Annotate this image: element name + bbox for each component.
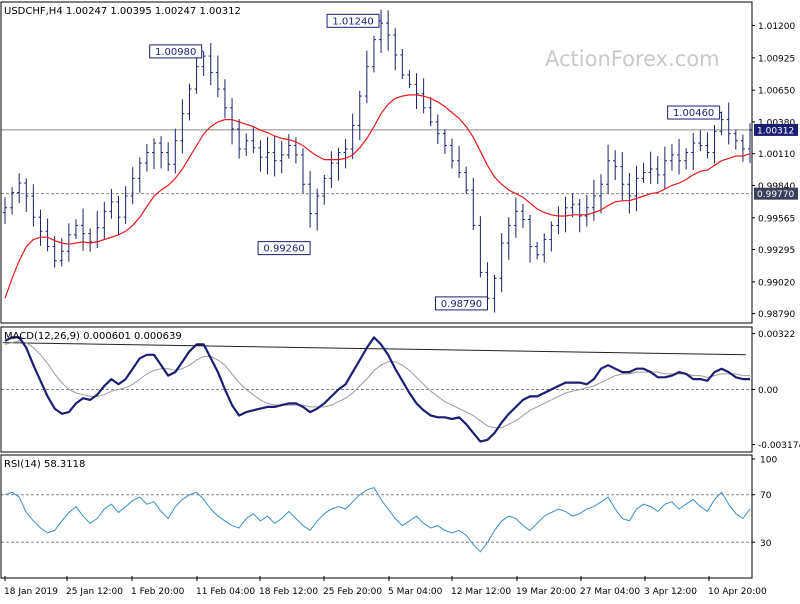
callout-box [149,44,203,59]
rsi-title: RSI(14) 58.3118 [4,459,85,470]
macd-axis-label: 0.00 [758,386,778,396]
x-axis-label: 5 Mar 04:00 [388,587,443,597]
x-axis-label: 1 Feb 20:00 [131,587,185,597]
macd-axis-label: -0.003174 [758,441,800,451]
price-axis-label: 1.00925 [758,54,795,64]
price-axis-label: 1.00380 [758,118,795,128]
price-axis-label: 0.98790 [758,310,795,320]
x-axis-label: 3 Apr 12:00 [644,587,697,597]
x-axis-label: 25 Feb 20:00 [323,587,382,597]
moving-average-line [4,94,751,299]
macd-main-line [4,336,750,443]
price-axis-label: 0.99020 [758,278,795,288]
rsi-axis-label: 100 [760,456,777,466]
rsi-line [4,487,751,553]
x-axis-label: 10 Apr 20:00 [708,587,767,597]
x-axis-label: 12 Mar 12:00 [451,587,511,597]
price-axis-label: 0.99295 [758,246,795,256]
watermark: ActionForex.com [545,47,720,71]
price-axis-label: 1.00110 [758,150,795,160]
rsi-frame [0,454,753,579]
callout-box [257,241,311,256]
level-axis-badge [754,123,798,136]
macd-signal-line [4,340,750,429]
price-axis-label: 0.99565 [758,214,795,224]
macd-title: MACD(12,26,9) 0.000601 0.000639 [4,331,182,342]
x-axis-label: 11 Feb 04:00 [196,587,255,597]
level-axis-badge-label: 1.00312 [757,126,794,136]
x-axis-label: 19 Mar 20:00 [516,587,576,597]
rsi-panel[interactable] [1,487,752,553]
callout-box [326,13,380,28]
macd-panel[interactable] [1,336,752,443]
level-axis-badge-label: 0.99770 [757,190,794,200]
callout-label: 0.98790 [441,299,482,310]
symbol-header: USDCHF,H4 1.00247 1.00395 1.00247 1.0031… [4,6,241,17]
x-axis-label: 25 Jan 12:00 [66,587,123,597]
macd-trend-line [2,342,747,356]
callout-label: 1.01240 [332,16,373,27]
price-frame [0,1,753,324]
x-axis-label: 27 Mar 04:00 [580,587,640,597]
callout-box [667,105,721,120]
callout-label: 1.00460 [673,108,714,119]
level-axis-badge [754,187,798,200]
x-axis-label: 18 Feb 12:00 [259,587,318,597]
rsi-axis-label: 70 [760,491,772,501]
x-axis-label: 18 Jan 2019 [4,587,58,597]
macd-axis-label: 0.00322 [758,330,795,340]
callout-label: 0.99260 [263,244,304,255]
price-axis-label: 0.99840 [758,182,795,192]
callout-label: 1.00980 [155,47,196,58]
callout-box [434,296,488,311]
rsi-axis-label: 30 [760,539,772,549]
price-axis-label: 1.01200 [758,22,795,32]
price-axis-label: 1.00650 [758,87,795,97]
price-panel[interactable]: 1.00980 1.01240 0.99260 0.98790 1.00460 [1,9,752,313]
